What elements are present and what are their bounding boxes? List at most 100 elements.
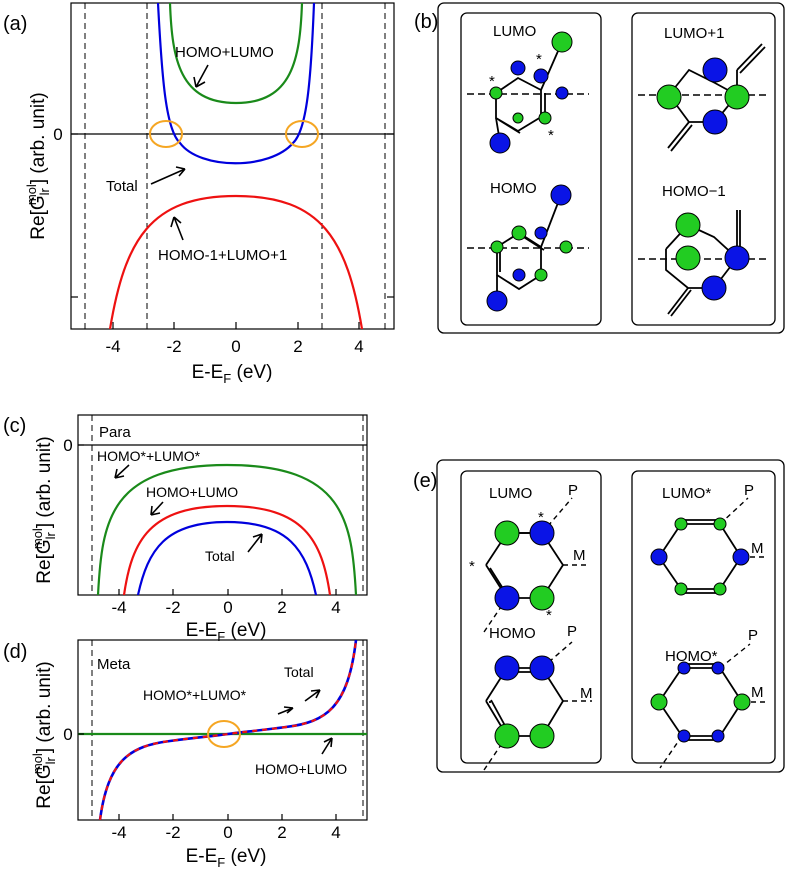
label-m: M [751, 684, 764, 701]
label-m: M [751, 540, 764, 557]
x-tick-label: 2 [277, 823, 286, 842]
annotation-homo1-lumo1: HOMO-1+LUMO+1 [158, 247, 287, 264]
node-star: * [489, 73, 495, 90]
label-lumo-plus-1: LUMO+1 [664, 25, 724, 42]
axes-frame [77, 414, 368, 596]
x-axis-label: E-EF (eV) [192, 362, 273, 386]
y-zero-label: 0 [53, 125, 62, 144]
label-homo-star: HOMO* [665, 648, 718, 665]
x-ticks-c [78, 444, 337, 595]
arrow-icon [277, 706, 294, 715]
series-homo-lumo-curve [122, 504, 332, 595]
label-p: P [567, 623, 577, 640]
x-tick-label: 4 [331, 598, 340, 617]
panel-e-frame [436, 459, 785, 773]
arrow-icon [304, 689, 321, 702]
annotation-total: Total [205, 548, 235, 564]
x-tick-label: 0 [231, 337, 240, 356]
orbital-box-left [460, 12, 602, 326]
node-star: * [469, 558, 475, 575]
arrow-icon [170, 216, 184, 241]
label-p: P [744, 482, 754, 499]
x-tick-label: -4 [111, 598, 126, 617]
y-zero-label: 0 [63, 725, 72, 744]
series-total-curve [156, 3, 316, 165]
series-homo1-lumo1-curve [108, 194, 364, 329]
y-axis-label: Re[Glrmol] (arb. unit) [30, 661, 58, 808]
panel-c: (c) -4 -2 0 2 4 0 E-EF (eV) Re[Glrmol] (… [3, 414, 368, 644]
annotation-homo-lumo: HOMO+LUMO [175, 44, 274, 61]
annotation-total: Total [106, 178, 138, 195]
crossing-circle-left [149, 120, 183, 148]
orbital-box-left [460, 470, 602, 764]
atoms-e [494, 517, 751, 749]
annotation-homo-lumo-star: HOMO*+LUMO* [143, 687, 247, 703]
x-ticks-a [71, 133, 394, 329]
x-tick-label: 2 [277, 598, 286, 617]
x-tick-label: -4 [111, 823, 126, 842]
arrow-icon [247, 533, 263, 553]
arrow-icon [150, 501, 164, 516]
axes-frame [70, 2, 395, 330]
annotation-homo-lumo: HOMO+LUMO [255, 761, 347, 777]
panel-label-b: (b) [414, 11, 438, 33]
x-axis-label: E-EF (eV) [186, 620, 267, 644]
label-p: P [748, 627, 758, 644]
series-total-curve [136, 520, 318, 595]
label-lumo: LUMO [489, 485, 532, 502]
x-ticks-d [78, 733, 337, 820]
y-zero-label: 0 [63, 436, 72, 455]
axes-frame [77, 639, 368, 821]
x-tick-label: -2 [166, 337, 181, 356]
y-axis-label: Re[Glrmol] (arb. unit) [30, 436, 58, 583]
panel-label-e: (e) [413, 470, 437, 492]
series-homo-lumo-curve [168, 3, 304, 105]
series-total-curve [98, 640, 358, 820]
series-homo-lumo-star-curve [96, 463, 358, 595]
atoms-b [486, 31, 750, 312]
x-tick-label: 0 [223, 598, 232, 617]
label-homo: HOMO [490, 180, 537, 197]
annotation-total: Total [284, 664, 314, 680]
tag-para: Para [99, 424, 131, 441]
arrow-icon [114, 464, 130, 479]
label-homo: HOMO [489, 625, 536, 642]
arrow-icon [321, 737, 333, 755]
annotation-homo-lumo: HOMO+LUMO [146, 484, 238, 500]
node-star: * [548, 127, 554, 144]
annotation-homo-lumo-star: HOMO*+LUMO* [97, 448, 201, 464]
x-tick-label: 2 [293, 337, 302, 356]
panel-d: (d) -4 -2 0 2 4 0 E-EF (eV) Re[Glrmol] (… [3, 639, 368, 870]
orbital-box-right [631, 470, 776, 764]
label-lumo: LUMO [493, 23, 536, 40]
panel-label-a: (a) [3, 13, 27, 35]
x-tick-label: -2 [165, 823, 180, 842]
crossing-circle-right [285, 120, 319, 148]
orbital-box-right [631, 12, 776, 326]
x-axis-label: E-EF (eV) [186, 846, 267, 870]
label-lumo-star: LUMO* [662, 485, 711, 502]
x-tick-label: -2 [165, 598, 180, 617]
x-tick-label: -4 [105, 337, 120, 356]
node-star: * [538, 509, 544, 526]
arrow-icon [193, 64, 209, 88]
arrow-icon [150, 166, 186, 185]
panel-b: (b) LUMO LUMO+1 HOMO HOMO−1 * * * [414, 2, 785, 334]
panel-a: (a) -4 -2 0 2 4 0 [3, 2, 395, 386]
panel-label-c: (c) [3, 415, 26, 437]
tag-meta: Meta [97, 656, 131, 673]
label-m: M [580, 685, 593, 702]
panel-label-d: (d) [3, 641, 27, 663]
crossing-circle [207, 720, 241, 748]
node-star: * [546, 607, 552, 624]
series-homo-lumo-star-curve [98, 640, 358, 820]
label-m: M [573, 547, 586, 564]
panel-e: (e) LUMO LUMO* HOMO HOMO* P P P P M M M … [413, 459, 785, 773]
y-axis-label: Re[Glrmol] (arb. unit) [24, 92, 52, 239]
label-p: P [568, 482, 578, 499]
node-star: * [536, 51, 542, 68]
x-tick-label: 4 [331, 823, 340, 842]
panel-b-frame [437, 2, 785, 334]
label-homo-minus-1: HOMO−1 [662, 183, 726, 200]
